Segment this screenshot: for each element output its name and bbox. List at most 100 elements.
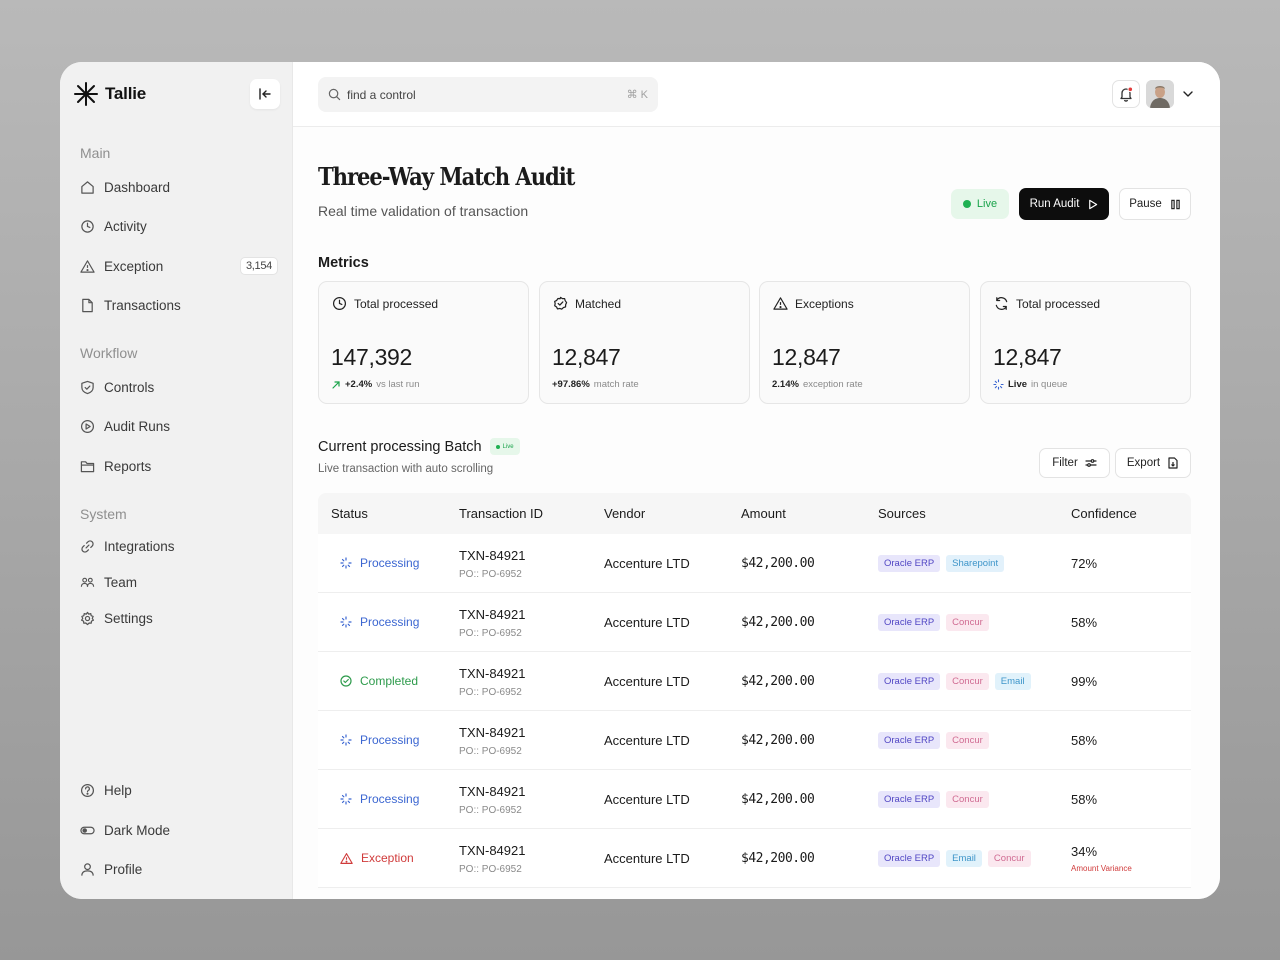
table-row[interactable]: Processing TXN-84921 PO:: PO-6952 Accent…	[318, 593, 1191, 652]
confidence-value: 58%	[1071, 792, 1098, 807]
pause-button[interactable]: Pause	[1119, 188, 1191, 220]
play-icon	[1089, 199, 1098, 209]
spinner-icon	[340, 793, 352, 805]
chevron-down-icon[interactable]	[1182, 88, 1194, 100]
sidebar-item-reports[interactable]: Reports	[80, 454, 278, 478]
source-tag: Oracle ERP	[878, 555, 941, 572]
sidebar-item-controls[interactable]: Controls	[80, 375, 278, 399]
sidebar-item-label: Integrations	[104, 538, 175, 554]
amount-value: $42,200.00	[741, 556, 815, 571]
sidebar-item-audit-runs[interactable]: Audit Runs	[80, 414, 278, 438]
metric-card-matched: Matched 12,847 +97.86% match rate	[539, 281, 750, 404]
sidebar-item-label: Dashboard	[104, 179, 171, 195]
transaction-id[interactable]: TXN-84921	[459, 784, 526, 799]
table-row[interactable]: Processing TXN-84921 PO:: PO-6952 Accent…	[318, 534, 1191, 593]
source-tag: Email	[946, 850, 982, 867]
search-input[interactable]	[347, 87, 621, 102]
sidebar-item-dark-mode[interactable]: Dark Mode	[80, 818, 278, 842]
live-status-badge: Live	[951, 189, 1009, 219]
column-header-vendor[interactable]: Vendor	[604, 506, 646, 521]
metric-label: Exceptions	[773, 296, 854, 311]
section-title-main: Main	[80, 145, 111, 161]
sidebar-item-exception[interactable]: Exception 3,154	[80, 254, 278, 278]
transaction-id[interactable]: TXN-84921	[459, 725, 526, 740]
sources-list: Oracle ERP Concur	[878, 732, 989, 749]
sidebar-item-profile[interactable]: Profile	[80, 857, 278, 881]
sidebar-item-integrations[interactable]: Integrations	[80, 534, 278, 558]
sources-list: Oracle ERP Concur	[878, 791, 989, 808]
pause-label: Pause	[1129, 198, 1162, 210]
sidebar: Tallie Main Dashboard Activity Exception…	[60, 62, 293, 899]
column-header-confidence[interactable]: Confidence	[1071, 506, 1137, 521]
table-row[interactable]: Completed TXN-84921 PO:: PO-6952 Accentu…	[318, 652, 1191, 711]
user-icon	[81, 862, 94, 876]
avatar[interactable]	[1146, 80, 1174, 108]
sidebar-item-label: Team	[104, 574, 138, 590]
page-title: Three-Way Match Audit	[318, 162, 575, 191]
spinner-icon	[340, 616, 352, 628]
confidence-value: 58%	[1071, 733, 1098, 748]
metric-sub-rest: in queue	[1031, 379, 1068, 390]
sidebar-item-transactions[interactable]: Transactions	[80, 293, 278, 317]
source-tag: Concur	[946, 791, 989, 808]
metric-card-queue: Total processed 12,847 Live in queue	[980, 281, 1191, 404]
status-label: Completed	[360, 674, 419, 688]
vendor-name: Accenture LTD	[604, 851, 690, 866]
transaction-id[interactable]: TXN-84921	[459, 843, 526, 858]
batch-live-label: Live	[502, 443, 514, 450]
trend-up-icon	[332, 380, 340, 389]
status-label: Exception	[361, 851, 414, 865]
sources-list: Oracle ERP Concur	[878, 614, 989, 631]
app-window: Tallie Main Dashboard Activity Exception…	[60, 62, 1220, 899]
metric-value: 147,392	[331, 344, 413, 370]
search-bar[interactable]: ⌘ K	[318, 77, 658, 112]
table-row[interactable]: Exception TXN-84921 PO:: PO-6952 Accentu…	[318, 829, 1191, 888]
table-row[interactable]: Processing TXN-84921 PO:: PO-6952 Accent…	[318, 711, 1191, 770]
export-button[interactable]: Export	[1115, 448, 1191, 478]
transaction-id[interactable]: TXN-84921	[459, 666, 526, 681]
sidebar-item-dashboard[interactable]: Dashboard	[80, 175, 278, 199]
run-audit-button[interactable]: Run Audit	[1019, 188, 1109, 220]
folder-icon	[80, 460, 95, 472]
export-label: Export	[1126, 457, 1161, 469]
column-header-status[interactable]: Status	[331, 506, 368, 521]
amount-value: $42,200.00	[741, 792, 815, 807]
sources-list: Oracle ERP Sharepoint	[878, 555, 1005, 572]
collapse-sidebar-button[interactable]	[250, 79, 280, 109]
transaction-id[interactable]: TXN-84921	[459, 607, 526, 622]
status-label: Processing	[360, 556, 420, 570]
batch-subtitle: Live transaction with auto scrolling	[318, 463, 494, 475]
notifications-button[interactable]	[1112, 80, 1140, 108]
gear-icon	[80, 611, 95, 625]
source-tag: Concur	[946, 614, 989, 631]
sidebar-item-team[interactable]: Team	[80, 570, 278, 594]
source-tag: Email	[994, 673, 1031, 690]
transaction-id[interactable]: TXN-84921	[459, 548, 526, 563]
sidebar-item-settings[interactable]: Settings	[80, 606, 278, 630]
sidebar-item-label: Exception	[104, 258, 164, 274]
status-label: Processing	[360, 733, 420, 747]
table-row[interactable]: Processing TXN-84921 PO:: PO-6952 Accent…	[318, 770, 1191, 829]
metric-label-text: Exceptions	[795, 296, 854, 311]
metric-value: 12,847	[772, 344, 841, 370]
column-header-amount[interactable]: Amount	[741, 506, 786, 521]
sidebar-item-activity[interactable]: Activity	[80, 214, 278, 238]
column-header-transaction-id[interactable]: Transaction ID	[459, 506, 544, 521]
logo[interactable]: Tallie	[73, 81, 146, 107]
top-bar: ⌘ K	[293, 62, 1220, 127]
search-icon	[328, 88, 341, 101]
filter-button[interactable]: Filter	[1039, 448, 1110, 478]
metric-sub-strong: +97.86%	[552, 379, 590, 390]
metrics-title: Metrics	[318, 255, 369, 271]
metric-sub: +97.86% match rate	[552, 379, 639, 390]
app-name: Tallie	[105, 84, 147, 103]
table-body: Processing TXN-84921 PO:: PO-6952 Accent…	[318, 534, 1191, 888]
source-tag: Concur	[987, 850, 1031, 867]
metric-sub: Live in queue	[993, 379, 1067, 390]
column-header-sources[interactable]: Sources	[878, 506, 926, 521]
sidebar-item-label: Reports	[104, 458, 152, 474]
avatar-portrait-icon	[1146, 80, 1174, 108]
spinner-icon	[993, 379, 1004, 390]
sidebar-item-help[interactable]: Help	[80, 778, 278, 802]
toggle-icon	[80, 826, 95, 834]
